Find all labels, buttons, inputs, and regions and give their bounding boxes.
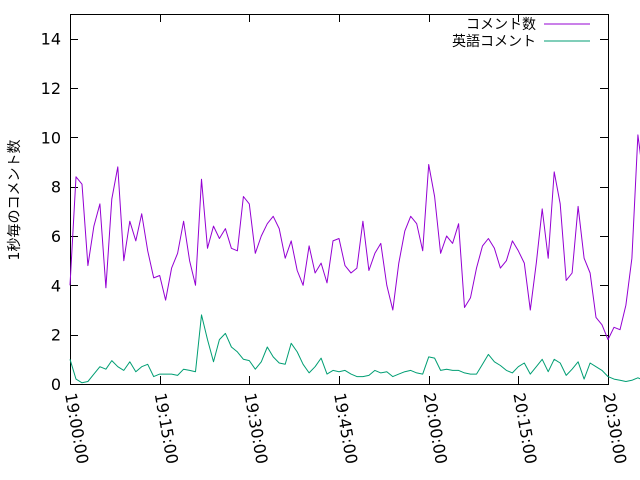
x-axis: 19:00:00 19:15:00 19:30:00 19:45:00 20:00:00… [61, 14, 630, 465]
legend: コメント数 英語コメント [452, 17, 590, 50]
y-tick-label: 8 [51, 178, 61, 197]
x-tick-label: 20:30:00 [599, 391, 630, 465]
y-tick-label: 14 [41, 30, 61, 49]
series-line-english-comment [69, 314, 640, 384]
y-tick-label: 12 [41, 79, 61, 98]
x-tick-label: 19:15:00 [151, 391, 182, 465]
legend-label-comment-count: コメント数 [466, 17, 536, 33]
x-tick-label: 19:00:00 [61, 391, 92, 465]
x-tick-label: 20:15:00 [509, 391, 540, 465]
x-tick-label: 19:45:00 [330, 391, 361, 465]
y-tick-label: 0 [51, 375, 61, 394]
series-layer [69, 134, 640, 384]
x-tick-label: 20:00:00 [420, 391, 451, 465]
y-tick-label: 6 [51, 227, 61, 246]
y-tick-label: 10 [41, 128, 61, 147]
y-axis: 0 2 4 6 8 10 12 14 [41, 30, 608, 394]
x-tick-label: 19:30:00 [240, 391, 271, 465]
plot-frame [70, 14, 609, 385]
series-line-comment-count [69, 134, 640, 341]
y-tick-label: 4 [51, 276, 61, 295]
y-axis-title: 1秒毎のコメント数 [7, 140, 23, 261]
legend-label-english-comment: 英語コメント [452, 33, 536, 50]
y-tick-label: 2 [51, 326, 61, 345]
